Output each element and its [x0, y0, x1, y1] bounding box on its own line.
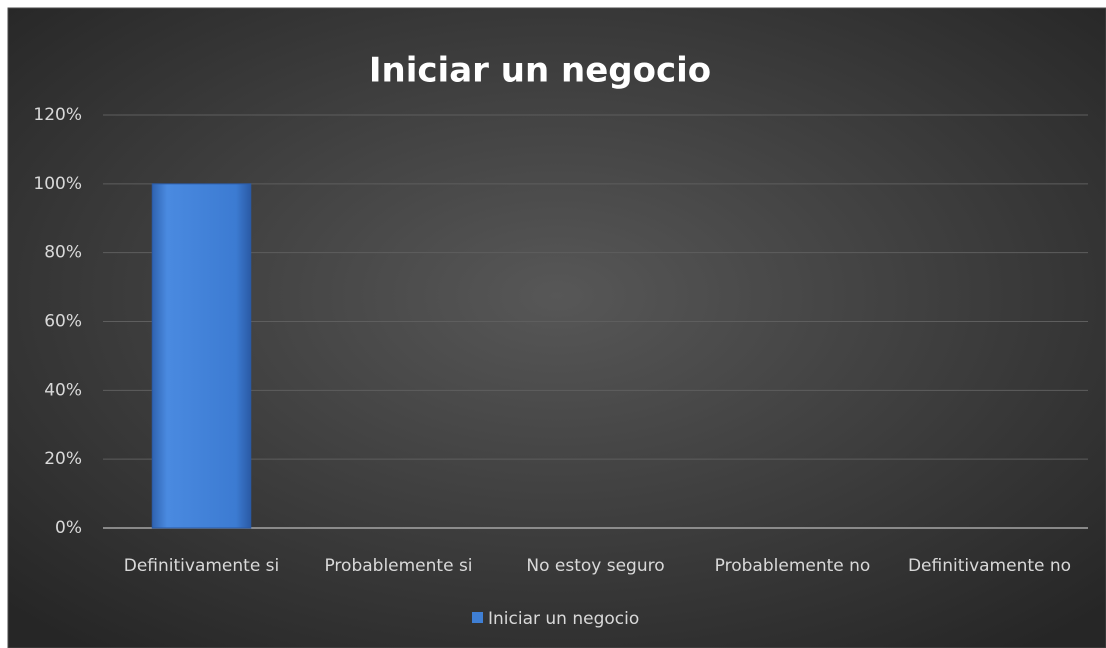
- y-tick-label: 0%: [55, 518, 82, 538]
- x-tick-label: Probablemente no: [715, 556, 871, 576]
- y-tick-label: 40%: [44, 380, 82, 400]
- legend-swatch: [472, 612, 483, 623]
- chart-title: Iniciar un negocio: [369, 51, 711, 91]
- x-tick-label: No estoy seguro: [526, 556, 664, 576]
- x-tick-label: Definitivamente no: [908, 556, 1071, 576]
- x-tick-label: Definitivamente si: [124, 556, 280, 576]
- y-tick-label: 100%: [33, 174, 82, 194]
- bar: [151, 183, 252, 529]
- legend-label: Iniciar un negocio: [488, 609, 639, 629]
- y-tick-label: 60%: [44, 312, 82, 332]
- x-tick-label: Probablemente si: [324, 556, 472, 576]
- y-tick-label: 20%: [44, 449, 82, 469]
- y-tick-label: 120%: [33, 105, 82, 125]
- y-tick-label: 80%: [44, 243, 82, 263]
